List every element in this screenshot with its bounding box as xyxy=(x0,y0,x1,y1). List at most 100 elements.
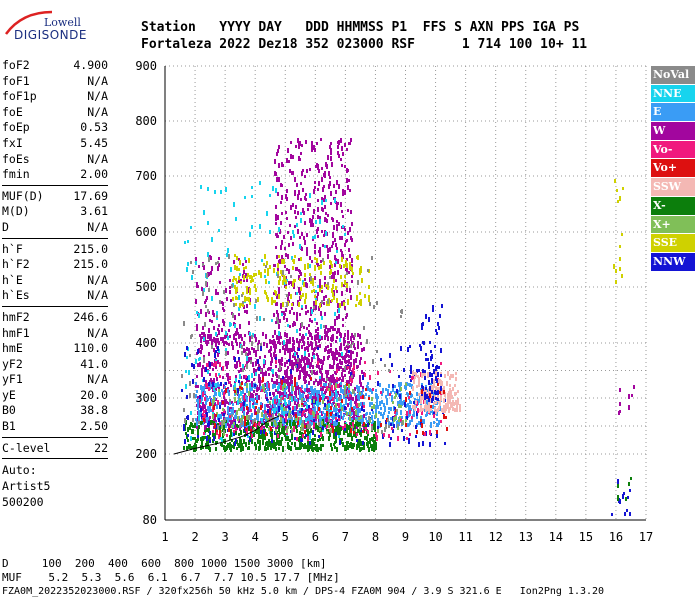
echo-point xyxy=(246,379,248,382)
echo-point xyxy=(313,306,315,309)
echo-point xyxy=(320,386,322,391)
echo-point xyxy=(249,290,251,295)
echo-point xyxy=(320,271,322,275)
echo-point xyxy=(220,414,222,419)
echo-point xyxy=(233,337,235,340)
echo-point xyxy=(193,393,195,398)
echo-point xyxy=(289,224,291,227)
echo-point xyxy=(293,286,295,289)
legend-item-sse: SSE xyxy=(651,234,695,252)
echo-point xyxy=(337,141,339,144)
echo-point xyxy=(283,426,285,430)
echo-point xyxy=(294,406,296,411)
echo-point xyxy=(207,408,209,411)
echo-point xyxy=(292,230,294,234)
echo-point xyxy=(181,374,183,378)
echo-point xyxy=(267,272,269,276)
echo-point xyxy=(334,321,336,326)
echo-point xyxy=(224,335,226,339)
echo-point xyxy=(296,292,298,295)
echo-point xyxy=(344,390,346,395)
echo-point xyxy=(234,442,236,446)
echo-point xyxy=(192,270,194,274)
echo-point xyxy=(351,397,353,401)
echo-point xyxy=(378,423,380,426)
echo-point xyxy=(190,335,192,339)
echo-point xyxy=(401,416,403,419)
param-value: 0.53 xyxy=(80,120,108,135)
echo-point xyxy=(447,402,449,407)
echo-point xyxy=(219,362,221,367)
echo-point xyxy=(312,365,314,368)
echo-point xyxy=(315,298,317,301)
echo-point xyxy=(319,419,321,424)
echo-point xyxy=(285,194,287,199)
echo-point xyxy=(356,352,358,357)
echo-point xyxy=(315,306,317,310)
echo-point xyxy=(363,402,365,406)
echo-point xyxy=(208,272,210,276)
echo-point xyxy=(237,400,239,405)
echo-point xyxy=(310,418,312,423)
echo-point xyxy=(433,379,435,384)
echo-point xyxy=(229,446,231,450)
echo-point xyxy=(273,402,275,407)
echo-point xyxy=(213,326,215,330)
echo-point xyxy=(275,425,277,430)
echo-point xyxy=(202,446,204,449)
echo-point xyxy=(263,372,265,376)
echo-point xyxy=(303,236,305,240)
echo-point xyxy=(313,442,315,445)
echo-point xyxy=(251,276,253,281)
echo-point xyxy=(334,357,336,360)
echo-point xyxy=(313,419,315,424)
echo-point xyxy=(336,336,338,339)
echo-point xyxy=(203,337,205,341)
echo-point xyxy=(293,429,295,432)
echo-point xyxy=(263,387,265,392)
echo-point xyxy=(444,394,446,397)
echo-point xyxy=(325,325,327,329)
echo-point xyxy=(400,405,402,408)
echo-point xyxy=(307,399,309,402)
echo-point xyxy=(333,407,335,412)
echo-point xyxy=(315,300,317,305)
echo-point xyxy=(354,393,356,396)
echo-point xyxy=(439,401,441,406)
echo-point xyxy=(289,325,291,328)
echo-point xyxy=(327,336,329,341)
echo-point xyxy=(306,252,308,256)
echo-point xyxy=(351,436,353,441)
echo-point xyxy=(203,265,205,270)
echo-point xyxy=(459,404,461,409)
echo-point xyxy=(314,434,316,437)
echo-point xyxy=(302,427,304,431)
echo-point xyxy=(367,423,369,427)
echo-point xyxy=(359,447,361,452)
echo-point xyxy=(209,373,211,376)
echo-point xyxy=(301,322,303,327)
echo-point xyxy=(241,345,243,349)
echo-point xyxy=(311,144,313,149)
echo-point xyxy=(215,373,217,377)
echo-point xyxy=(307,388,309,393)
echo-point xyxy=(211,237,213,242)
echo-point xyxy=(439,314,441,318)
echo-point xyxy=(457,400,459,405)
echo-point xyxy=(350,344,352,348)
echo-point xyxy=(304,299,306,304)
echo-point xyxy=(418,382,420,387)
echo-point xyxy=(246,347,248,351)
echo-point xyxy=(183,408,185,412)
echo-point xyxy=(264,410,266,414)
echo-point xyxy=(294,396,296,401)
echo-point xyxy=(341,146,343,151)
echo-point xyxy=(411,376,413,380)
echo-point xyxy=(396,389,398,394)
echo-point xyxy=(203,377,205,382)
echo-point xyxy=(302,208,304,213)
echo-point xyxy=(199,357,201,360)
echo-point xyxy=(382,414,384,419)
echo-point xyxy=(350,403,352,408)
echo-point xyxy=(238,307,240,311)
